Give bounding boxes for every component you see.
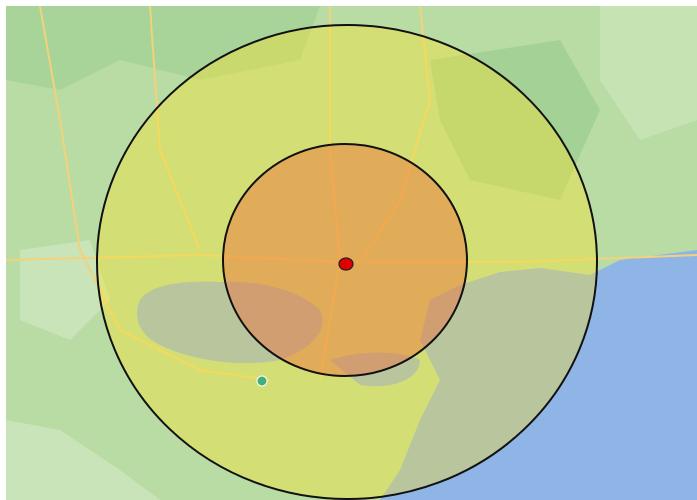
map	[0, 0, 697, 500]
center-marker	[339, 258, 353, 270]
page	[0, 0, 697, 500]
poi-marker	[257, 376, 267, 386]
